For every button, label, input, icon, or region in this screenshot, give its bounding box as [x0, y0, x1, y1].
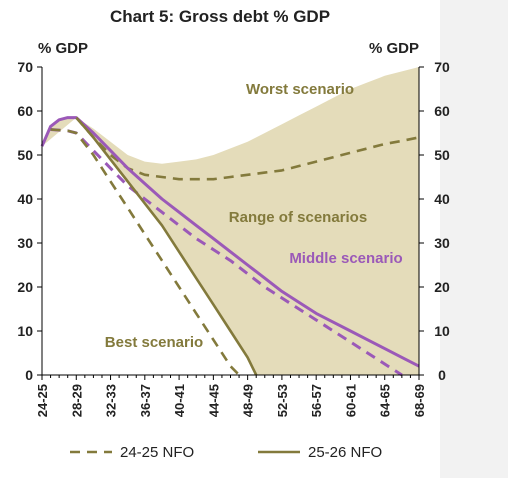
x-tick-label: 24-25: [35, 384, 50, 417]
annotation-best-scenario: Best scenario: [105, 334, 203, 351]
series-line-3: [75, 116, 258, 376]
legend-label-1: 25-26 NFO: [308, 444, 382, 461]
x-tick-label: 64-65: [378, 384, 393, 417]
chart-title: Chart 5: Gross debt % GDP: [109, 7, 331, 26]
x-tick-label: 56-57: [309, 384, 324, 417]
x-tick-label: 40-41: [172, 384, 187, 417]
x-tick-label: 32-33: [104, 384, 119, 417]
y-tick-label-left: 60: [17, 103, 33, 119]
legend-label-0: 24-25 NFO: [120, 444, 194, 461]
x-tick-label: 44-45: [206, 384, 221, 417]
y-tick-label-left: 70: [17, 59, 33, 75]
y-tick-label-right: 70: [434, 59, 450, 75]
y-axis-label-right: % GDP: [369, 40, 420, 57]
x-tick-label: 48-49: [241, 384, 256, 417]
x-tick-label: 36-37: [138, 384, 153, 417]
background-strip: [440, 0, 508, 478]
x-tick-label: 28-29: [69, 384, 84, 417]
y-axis-label-left: % GDP: [38, 40, 89, 57]
annotation-worst-scenario: Worst scenario: [246, 81, 354, 98]
y-tick-label-left: 40: [17, 191, 33, 207]
y-tick-label-left: 50: [17, 147, 33, 163]
y-tick-label-left: 0: [25, 367, 33, 383]
y-tick-label-right: 40: [434, 191, 450, 207]
annotation-middle-scenario: Middle scenario: [289, 250, 402, 267]
series-line-4: [50, 128, 241, 376]
annotation-range-of-scenarios: Range of scenarios: [229, 209, 367, 226]
series-line-2: [50, 128, 403, 377]
y-tick-label-right: 60: [434, 103, 450, 119]
y-tick-label-left: 20: [17, 279, 33, 295]
series-line-0: [75, 116, 420, 181]
x-tick-label: 68-69: [412, 384, 427, 417]
y-tick-label-right: 30: [434, 235, 450, 251]
y-tick-label-right: 10: [434, 323, 450, 339]
range-band: [42, 67, 419, 375]
y-tick-label-left: 30: [17, 235, 33, 251]
x-tick-label: 60-61: [343, 384, 358, 417]
y-tick-label-right: 20: [434, 279, 450, 295]
y-tick-label-right: 50: [434, 147, 450, 163]
y-tick-label-right: 0: [438, 367, 446, 383]
x-tick-label: 52-53: [275, 384, 290, 417]
y-tick-label-left: 10: [17, 323, 33, 339]
